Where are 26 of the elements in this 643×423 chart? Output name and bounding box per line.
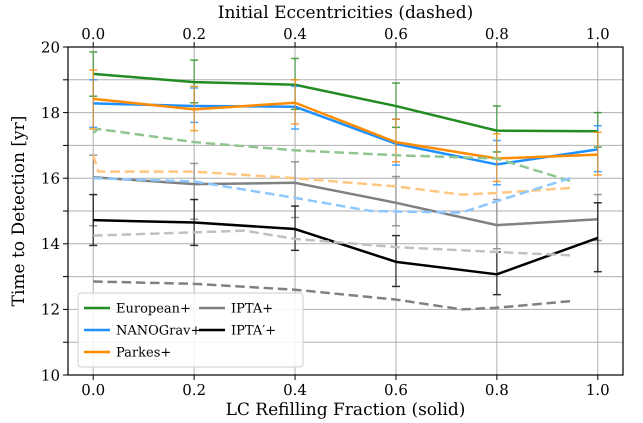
y-tick-label: 12 — [40, 300, 60, 319]
x-axis-title: LC Refilling Fraction (solid) — [226, 400, 466, 420]
x2-axis-title: Initial Eccentricities (dashed) — [218, 3, 474, 23]
legend-label: Parkes+ — [116, 346, 172, 361]
y-tick-label: 10 — [40, 366, 60, 384]
x2-tick-label: 0.0 — [81, 381, 106, 399]
legend-label: European+ — [116, 302, 191, 317]
x2-tick-label: 0.4 — [283, 381, 307, 399]
x-tick-label: 0.0 — [81, 25, 106, 43]
legend-label: IPTA+ — [231, 302, 274, 317]
x2-tick-label: 0.2 — [182, 381, 206, 399]
x2-tick-label: 1.0 — [586, 381, 610, 399]
y-tick-label: 14 — [40, 235, 60, 254]
x-tick-label: 0.8 — [484, 25, 509, 43]
x2-tick-label: 0.6 — [384, 381, 408, 399]
x-tick-label: 1.0 — [586, 25, 610, 43]
y-tick-label: 16 — [40, 169, 60, 188]
legend-label: NANOGrav+ — [116, 324, 202, 339]
x-tick-label: 0.6 — [384, 25, 408, 43]
x-tick-label: 0.4 — [283, 25, 307, 43]
y-tick-label: 18 — [40, 104, 60, 122]
x-tick-label: 0.2 — [182, 25, 206, 43]
y-tick-label: 20 — [40, 38, 60, 56]
legend-label: IPTA′+ — [231, 324, 276, 339]
y-axis-title: Time to Detection [yr] — [9, 116, 29, 306]
x2-tick-label: 0.8 — [484, 381, 509, 399]
